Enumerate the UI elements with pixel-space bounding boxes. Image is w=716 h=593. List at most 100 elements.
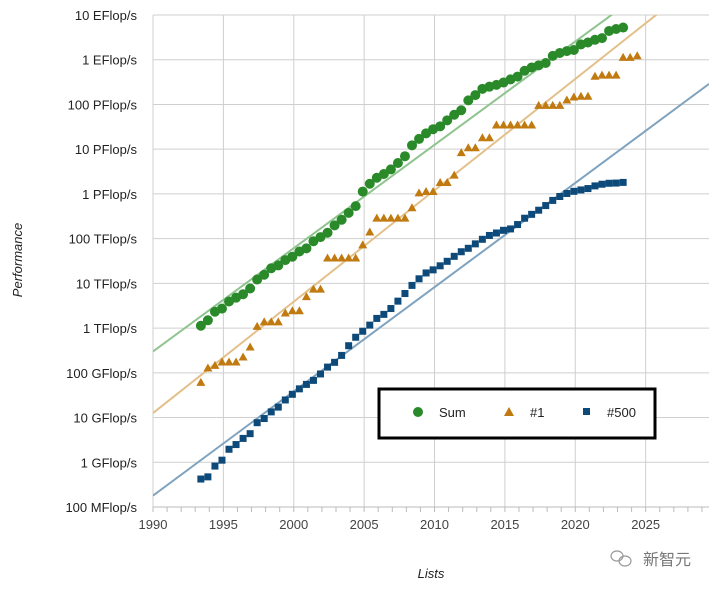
point-top1 <box>498 120 508 129</box>
point-top1 <box>590 71 600 80</box>
point-top1 <box>534 100 544 109</box>
point-Sum <box>216 303 227 314</box>
point-top500 <box>281 396 289 404</box>
x-tick-label: 1995 <box>209 517 238 532</box>
y-tick-label: 10 PFlop/s <box>75 142 138 157</box>
point-Sum <box>336 214 347 225</box>
point-top1 <box>266 317 276 326</box>
x-tick-label: 2000 <box>279 517 308 532</box>
point-top500 <box>295 385 303 393</box>
point-top500 <box>598 180 606 188</box>
point-top1 <box>252 321 262 330</box>
data-points <box>195 22 642 483</box>
watermark: 新智元 <box>610 550 691 569</box>
point-top500 <box>514 221 522 229</box>
point-top1 <box>484 133 494 142</box>
wechat-icon <box>610 550 632 567</box>
point-Sum <box>597 33 608 44</box>
point-top500 <box>591 182 599 190</box>
trend-line-top500 <box>153 83 709 497</box>
point-top500 <box>521 214 529 222</box>
point-top1 <box>611 70 621 79</box>
point-Sum <box>301 243 312 254</box>
point-top1 <box>597 70 607 79</box>
point-Sum <box>399 151 410 162</box>
point-top500 <box>359 327 367 335</box>
point-top500 <box>288 390 296 398</box>
point-top500 <box>577 186 585 194</box>
point-top500 <box>246 430 254 438</box>
point-top500 <box>317 370 325 378</box>
point-top1 <box>330 253 340 262</box>
trend-line-top1 <box>153 15 658 414</box>
point-top500 <box>373 314 381 322</box>
y-tick-label: 1 TFlop/s <box>83 321 137 336</box>
point-Sum <box>329 220 340 231</box>
point-Sum <box>202 315 213 326</box>
point-top1 <box>301 292 311 301</box>
x-tick-label: 1990 <box>139 517 168 532</box>
point-top1 <box>442 177 452 186</box>
y-tick-label: 1 PFlop/s <box>82 187 137 202</box>
point-top1 <box>287 306 297 315</box>
point-top500 <box>542 202 550 210</box>
point-top1 <box>632 51 642 60</box>
point-top1 <box>513 120 523 129</box>
point-top500 <box>401 290 409 298</box>
point-top1 <box>231 357 241 366</box>
point-top500 <box>408 281 416 289</box>
legend-500-marker <box>583 408 590 415</box>
y-tick-label: 1 GFlop/s <box>81 455 138 470</box>
legend-sum-marker <box>413 407 423 417</box>
point-top1 <box>203 363 213 372</box>
point-Sum <box>385 164 396 175</box>
point-Sum <box>350 201 361 212</box>
point-top1 <box>344 253 354 262</box>
point-top1 <box>548 100 558 109</box>
point-Sum <box>378 169 389 180</box>
x-axis-label: Lists <box>418 566 445 581</box>
point-top500 <box>331 358 339 366</box>
point-top1 <box>379 213 389 222</box>
point-top500 <box>471 240 479 248</box>
point-top1 <box>323 253 333 262</box>
point-top500 <box>253 419 261 427</box>
point-Sum <box>463 95 474 106</box>
y-tick-label: 10 GFlop/s <box>73 411 137 426</box>
point-top1 <box>372 213 382 222</box>
point-Sum <box>470 90 481 101</box>
point-top1 <box>337 253 347 262</box>
point-top500 <box>429 266 437 274</box>
point-top500 <box>274 403 282 411</box>
point-top500 <box>443 257 451 265</box>
point-top1 <box>583 91 593 100</box>
legend-top1-label: #1 <box>530 405 544 420</box>
point-top500 <box>457 248 465 256</box>
point-Sum <box>287 251 298 262</box>
point-top500 <box>570 187 578 195</box>
point-top1 <box>456 148 466 157</box>
point-top500 <box>225 445 233 453</box>
point-Sum <box>414 133 425 144</box>
x-tick-label: 2015 <box>490 517 519 532</box>
point-top500 <box>478 235 486 243</box>
legend-500-label: #500 <box>607 405 636 420</box>
point-top1 <box>224 357 234 366</box>
point-Sum <box>618 22 629 33</box>
point-top500 <box>218 456 226 464</box>
point-top500 <box>267 408 275 416</box>
point-top500 <box>380 310 388 318</box>
point-Sum <box>406 140 417 151</box>
point-top1 <box>259 317 269 326</box>
point-top1 <box>308 284 318 293</box>
point-Sum <box>512 71 523 82</box>
point-top1 <box>449 170 459 179</box>
point-Sum <box>435 121 446 132</box>
point-top500 <box>535 206 543 214</box>
point-top500 <box>549 196 557 204</box>
x-tick-label: 2005 <box>350 517 379 532</box>
point-top500 <box>556 193 564 201</box>
point-top1 <box>351 253 361 262</box>
point-top500 <box>387 305 395 313</box>
watermark-text: 新智元 <box>643 551 691 569</box>
